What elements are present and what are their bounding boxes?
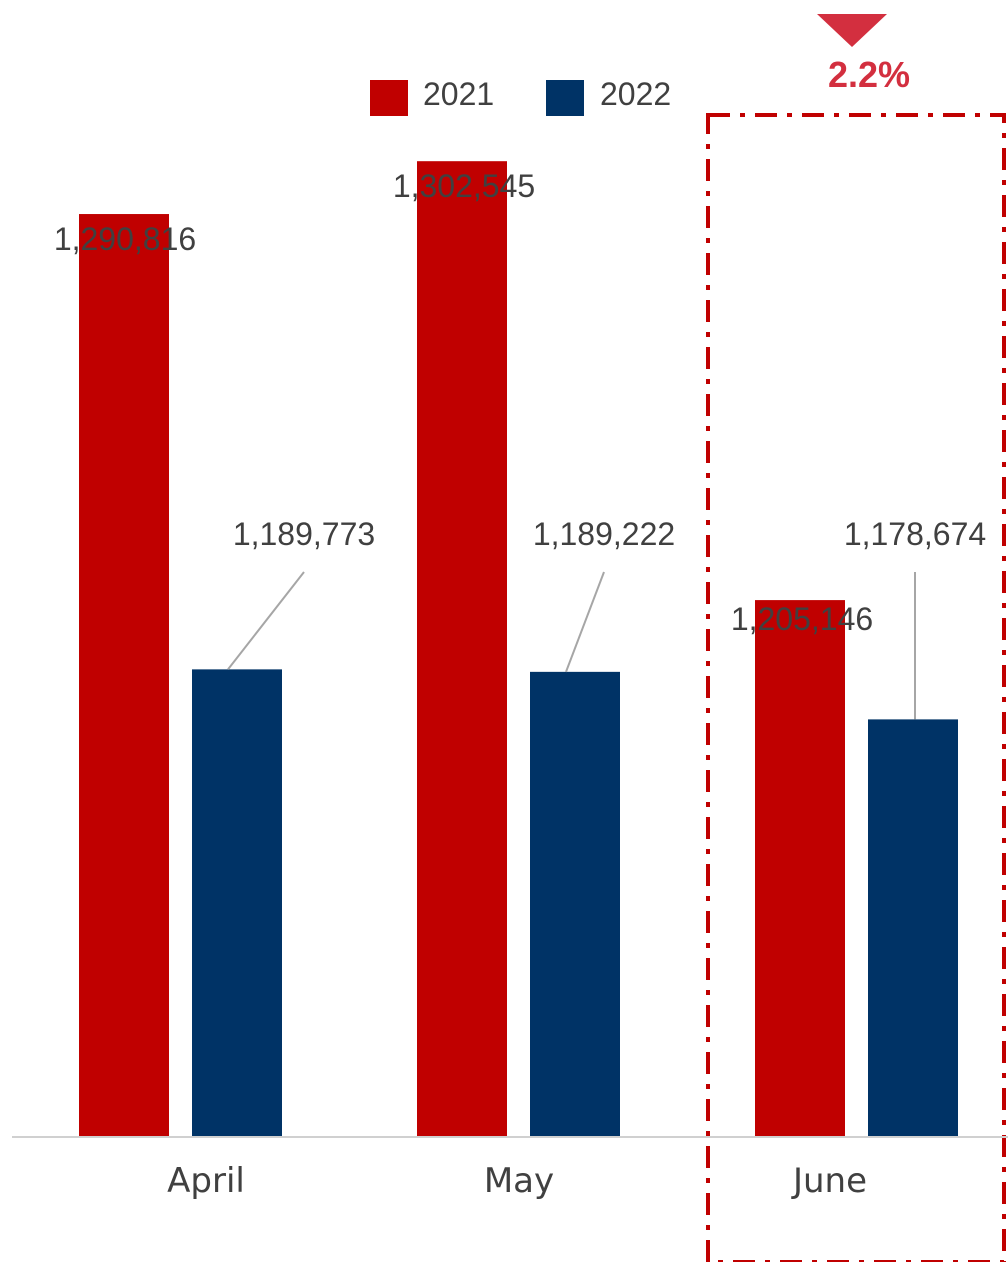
data-label-2022-june: 1,178,674 bbox=[844, 516, 986, 552]
data-label-2021-may: 1,302,545 bbox=[393, 168, 535, 204]
data-label-2022-april: 1,189,773 bbox=[233, 516, 375, 552]
bar-2021-june bbox=[755, 600, 845, 1137]
data-label-2021-june: 1,205,146 bbox=[731, 601, 873, 637]
category-label-june: June bbox=[791, 1161, 867, 1201]
category-label-april: April bbox=[167, 1161, 245, 1201]
bar-2022-june bbox=[868, 719, 958, 1137]
decrease-triangle-icon bbox=[817, 14, 887, 47]
legend-swatch-2022 bbox=[546, 80, 584, 116]
change-percent-annotation: 2.2% bbox=[828, 54, 910, 95]
bar-2021-april bbox=[79, 214, 169, 1137]
highlight-box-june bbox=[706, 113, 1006, 1262]
bar-2021-may bbox=[417, 161, 507, 1138]
legend-label-2022: 2022 bbox=[600, 76, 671, 112]
data-label-2022-may: 1,189,222 bbox=[533, 516, 675, 552]
leader-line-2022-april bbox=[227, 571, 305, 670]
bar-2022-may bbox=[530, 671, 620, 1137]
leader-line-2022-may bbox=[565, 571, 605, 673]
category-label-may: May bbox=[484, 1161, 554, 1201]
bar-2022-april bbox=[192, 669, 282, 1137]
legend-swatch-2021 bbox=[370, 80, 408, 116]
data-label-2021-april: 1,290,816 bbox=[54, 221, 196, 257]
legend-label-2021: 2021 bbox=[423, 76, 494, 112]
